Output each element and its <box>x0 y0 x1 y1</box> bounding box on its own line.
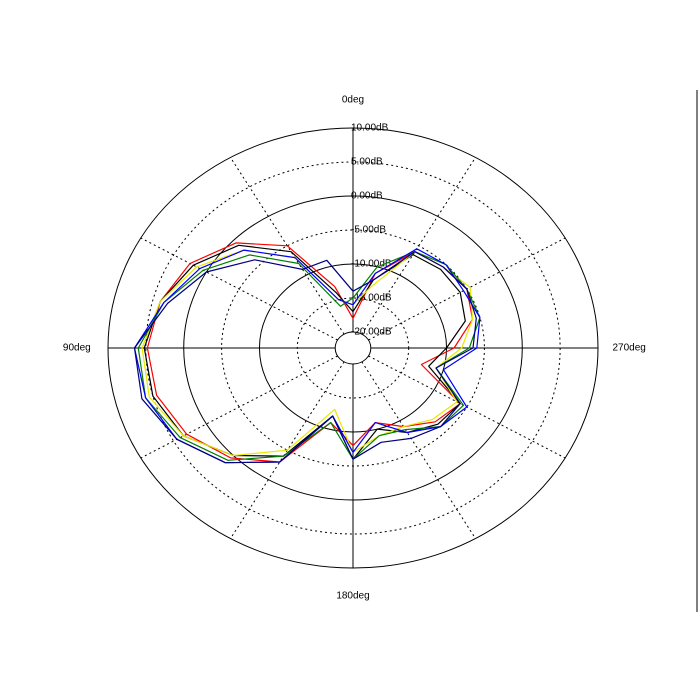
angle-label: 270deg <box>612 343 645 354</box>
pattern-line <box>133 248 481 464</box>
r-tick-label: 5.00dB <box>351 157 383 168</box>
angle-label: 0deg <box>342 95 364 106</box>
pattern-line <box>133 251 477 464</box>
r-tick-label: -20.00dB <box>351 327 392 338</box>
r-tick-label: -5.00dB <box>351 225 386 236</box>
angle-label: 90deg <box>63 343 91 354</box>
grid-spoke <box>140 355 338 459</box>
grid-spoke <box>361 157 476 335</box>
r-tick-label: -15.00dB <box>351 293 392 304</box>
grid-spoke <box>361 361 476 539</box>
r-tick-label: 0.00dB <box>351 191 383 202</box>
r-tick-label: 10.00dB <box>351 123 389 134</box>
r-tick-label: -10.00dB <box>351 259 392 270</box>
grid-spoke <box>140 237 338 341</box>
angle-label: 180deg <box>336 591 369 602</box>
